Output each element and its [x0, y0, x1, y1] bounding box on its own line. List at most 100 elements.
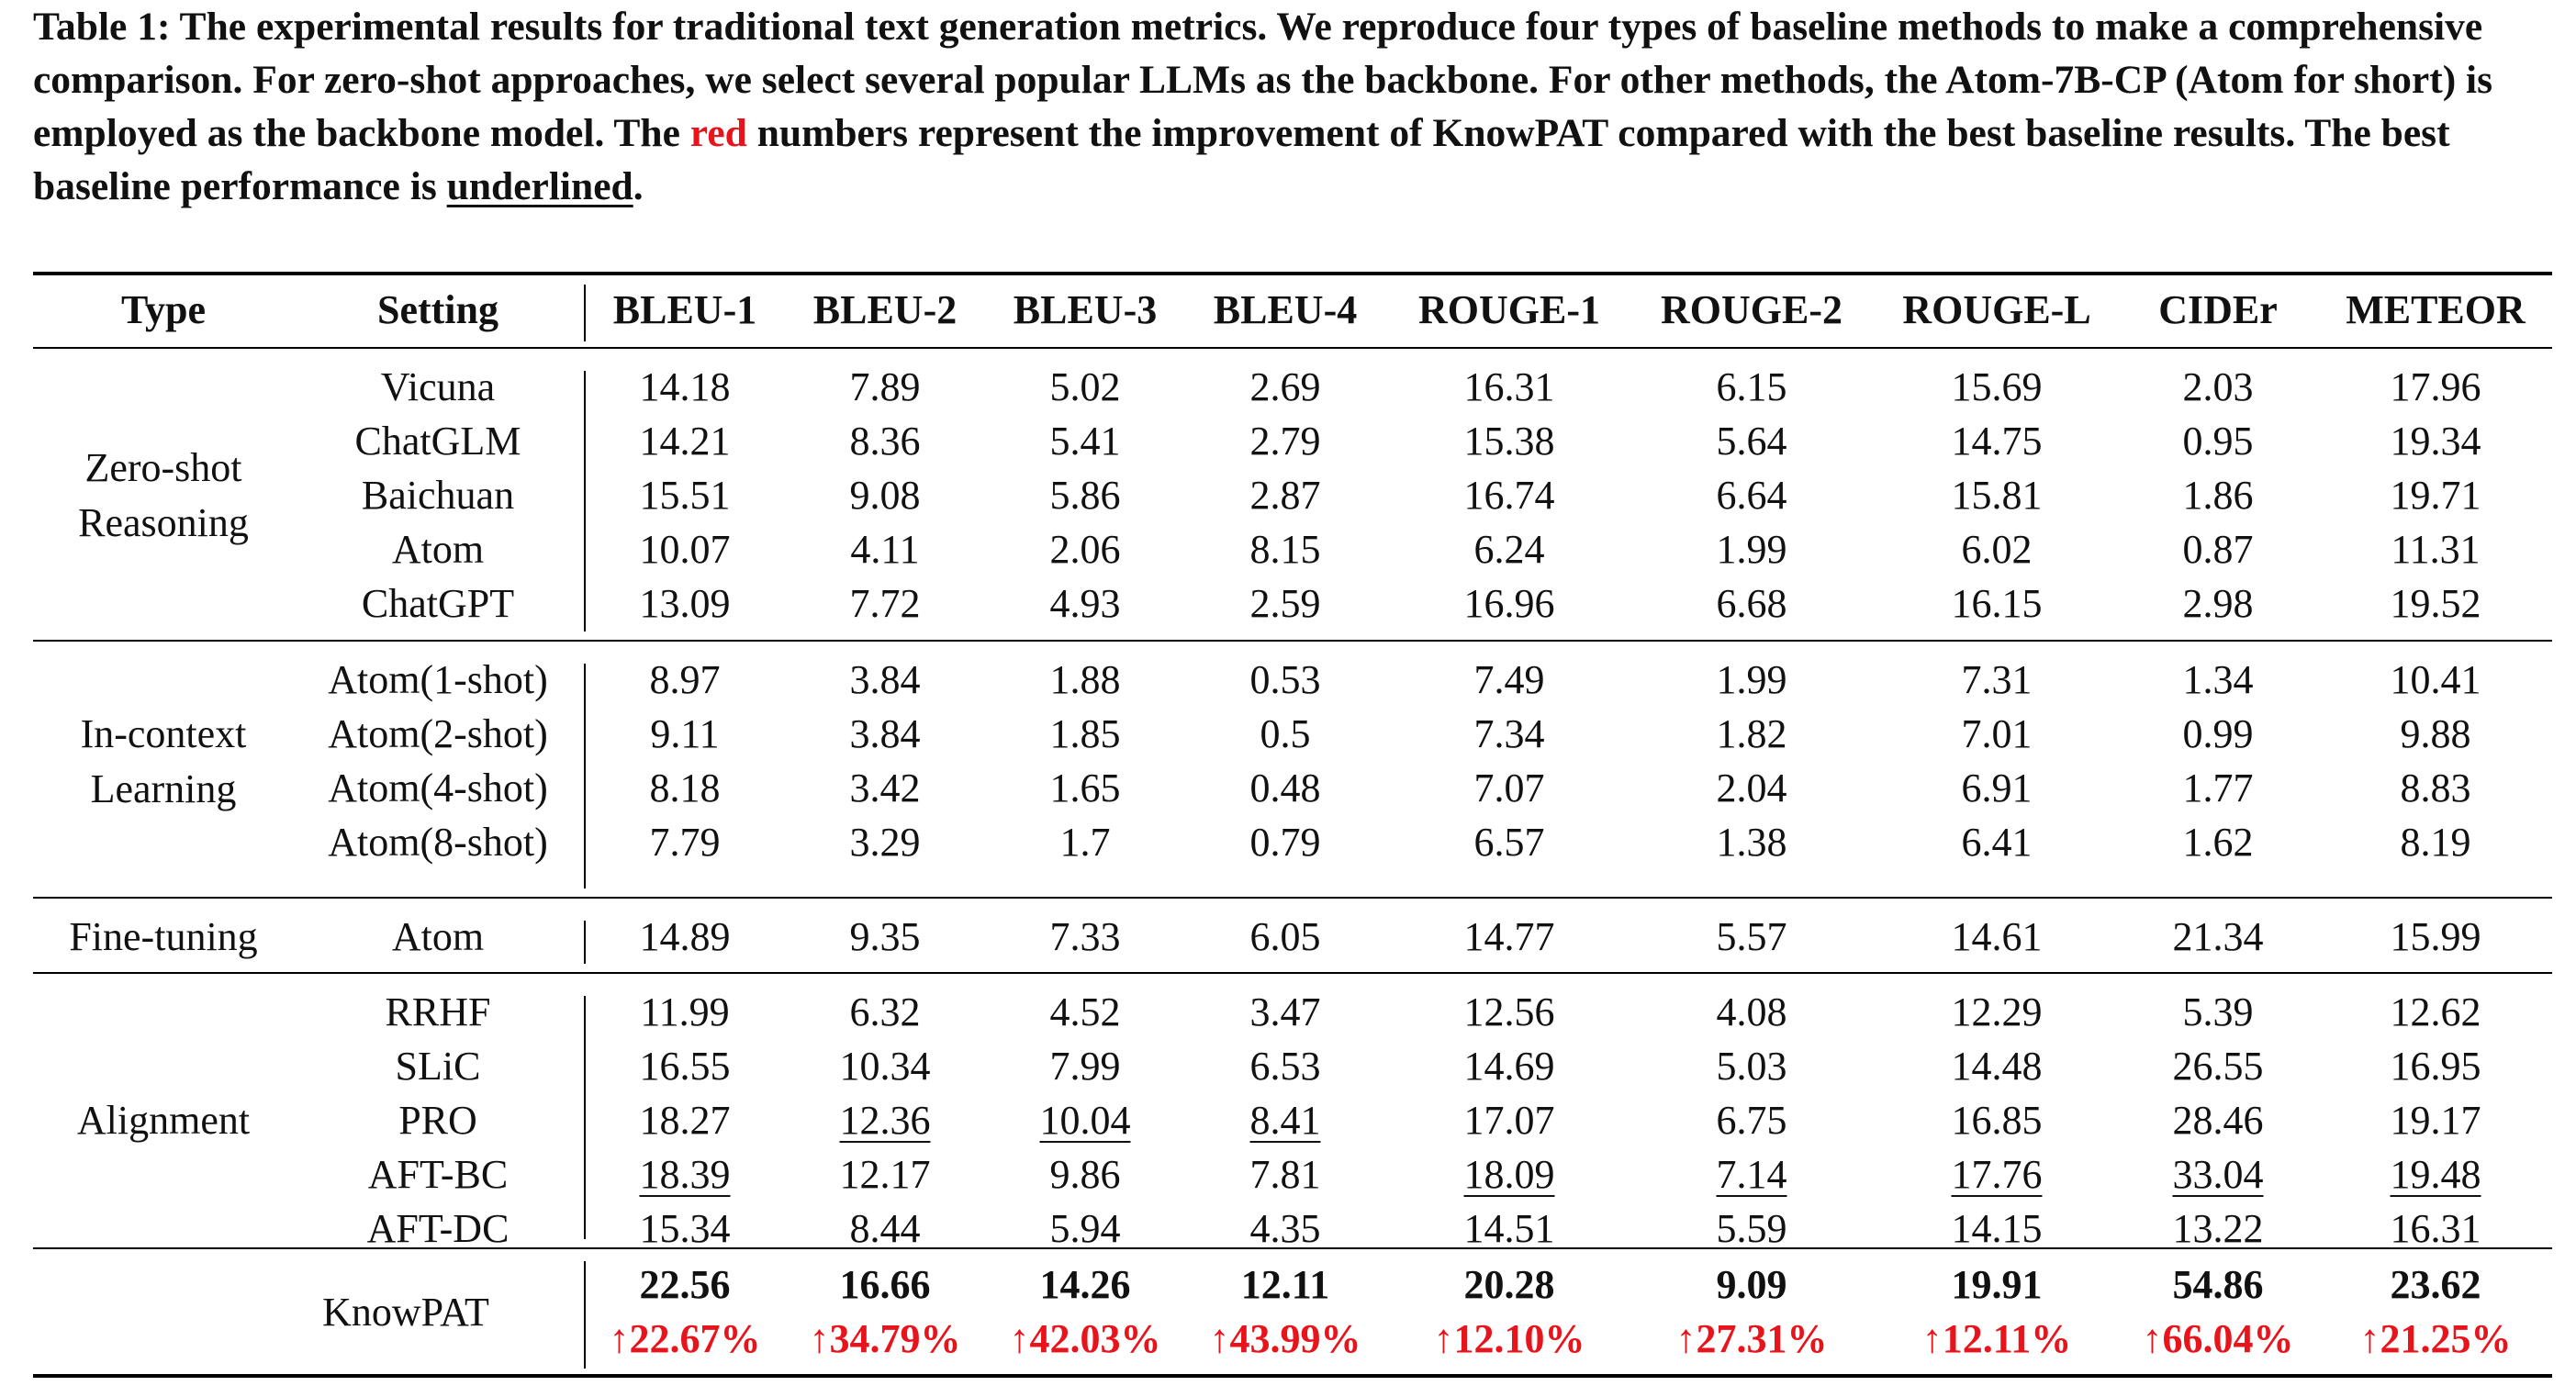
- table-cell: 8.97: [649, 657, 721, 702]
- table-cell: 9.88: [2400, 711, 2471, 756]
- table-cell: 19.52: [2390, 581, 2481, 626]
- knowpat-improvement: ↑27.31%: [1675, 1316, 1828, 1361]
- table-cell: 9.35: [849, 914, 921, 959]
- table-cell: 6.41: [1961, 820, 2033, 865]
- table-cell: 1.85: [1049, 711, 1121, 756]
- table-cell: 4.08: [1716, 989, 1787, 1034]
- table-cell: 7.01: [1961, 711, 2033, 756]
- table-rule: [33, 972, 2552, 974]
- column-divider: [584, 996, 586, 1239]
- table-cell: 5.57: [1716, 914, 1787, 959]
- caption-text-2: numbers represent the improvement of Kno…: [33, 111, 2450, 208]
- table-cell: 2.03: [2182, 364, 2254, 409]
- table-cell: 4.11: [850, 527, 920, 572]
- group-type-label: Zero-shot Reasoning: [78, 445, 249, 545]
- table-cell: 0.95: [2182, 419, 2254, 464]
- column-divider: [584, 1261, 586, 1369]
- table-cell: 6.68: [1716, 581, 1787, 626]
- setting-label: PRO: [398, 1098, 477, 1143]
- table-cell: 4.35: [1249, 1206, 1321, 1251]
- table-cell: 5.86: [1049, 473, 1121, 518]
- table-cell: 5.03: [1716, 1044, 1787, 1089]
- table-cell: 15.51: [639, 473, 731, 518]
- table-cell: 14.15: [1951, 1206, 2043, 1251]
- table-cell: 19.17: [2390, 1098, 2481, 1143]
- setting-label: AFT-BC: [367, 1152, 509, 1197]
- table-cell: 10.04: [1039, 1098, 1131, 1143]
- knowpat-value: 23.62: [2390, 1262, 2481, 1307]
- group-type-label: In-context Learning: [80, 710, 247, 811]
- table-cell: 2.87: [1249, 473, 1321, 518]
- setting-label: SLiC: [395, 1044, 481, 1089]
- table-cell: 12.36: [839, 1098, 931, 1143]
- table-cell: 1.7: [1059, 820, 1111, 865]
- column-header: CIDEr: [2158, 287, 2278, 332]
- table-cell: 5.41: [1049, 419, 1121, 464]
- knowpat-improvement: ↑12.11%: [1921, 1316, 2072, 1361]
- table-cell: 6.53: [1249, 1044, 1321, 1089]
- table-cell: 6.91: [1961, 766, 2033, 810]
- table-cell: 5.64: [1716, 419, 1787, 464]
- table-cell: 8.44: [849, 1206, 921, 1251]
- knowpat-improvement: ↑22.67%: [609, 1316, 761, 1361]
- table-cell: 3.84: [849, 711, 921, 756]
- table-cell: 2.79: [1249, 419, 1321, 464]
- table-cell: 15.34: [639, 1206, 731, 1251]
- table-cell: 16.55: [639, 1044, 731, 1089]
- table-cell: 3.84: [849, 657, 921, 702]
- knowpat-value: 22.56: [639, 1262, 731, 1307]
- column-divider: [584, 921, 586, 964]
- table-cell: 11.31: [2391, 527, 2481, 572]
- knowpat-value: 20.28: [1463, 1262, 1555, 1307]
- table-cell: 6.32: [849, 989, 921, 1034]
- setting-label: ChatGPT: [361, 581, 515, 626]
- setting-label: Atom(1-shot): [328, 657, 548, 702]
- table-cell: 7.49: [1473, 657, 1545, 702]
- table-rule: [33, 640, 2552, 642]
- column-header: BLEU-1: [612, 287, 757, 332]
- column-divider: [584, 371, 586, 631]
- table-cell: 16.95: [2390, 1044, 2481, 1089]
- table-cell: 26.55: [2172, 1044, 2264, 1089]
- table-cell: 10.07: [639, 527, 731, 572]
- setting-label: RRHF: [385, 989, 491, 1034]
- table-cell: 18.09: [1463, 1152, 1555, 1197]
- table-cell: 28.46: [2172, 1098, 2264, 1143]
- table-cell: 7.72: [849, 581, 921, 626]
- table-cell: 6.57: [1473, 820, 1545, 865]
- column-header: METEOR: [2346, 287, 2526, 332]
- table-cell: 1.99: [1716, 657, 1787, 702]
- table-cell: 15.69: [1951, 364, 2043, 409]
- table-cell: 14.75: [1951, 419, 2043, 464]
- table-cell: 5.02: [1049, 364, 1121, 409]
- table-cell: 14.18: [639, 364, 731, 409]
- knowpat-improvement: ↑21.25%: [2359, 1316, 2512, 1361]
- knowpat-value: 9.09: [1716, 1262, 1787, 1307]
- table-cell: 1.62: [2182, 820, 2254, 865]
- knowpat-label: KnowPAT: [322, 1290, 489, 1335]
- setting-label: Atom: [391, 914, 485, 959]
- table-cell: 14.21: [639, 419, 731, 464]
- table-cell: 14.89: [639, 914, 731, 959]
- table-cell: 8.19: [2400, 820, 2471, 865]
- table-cell: 3.42: [849, 766, 921, 810]
- table-cell: 12.56: [1463, 989, 1555, 1034]
- table-cell: 1.82: [1716, 711, 1787, 756]
- table-cell: 21.34: [2172, 914, 2264, 959]
- table-cell: 15.81: [1951, 473, 2043, 518]
- table-cell: 14.61: [1951, 914, 2043, 959]
- table-cell: 12.62: [2390, 989, 2481, 1034]
- table-cell: 1.34: [2182, 657, 2254, 702]
- table-cell: 2.06: [1049, 527, 1121, 572]
- table-cell: 16.31: [1463, 364, 1555, 409]
- table-cell: 7.07: [1473, 766, 1545, 810]
- table-cell: 16.31: [2390, 1206, 2481, 1251]
- table-cell: 4.52: [1049, 989, 1121, 1034]
- table-cell: 10.41: [2390, 657, 2481, 702]
- table-cell: 19.34: [2390, 419, 2481, 464]
- table-cell: 7.31: [1961, 657, 2033, 702]
- column-divider: [584, 285, 586, 341]
- table-rule: [33, 347, 2552, 349]
- table-cell: 6.24: [1473, 527, 1545, 572]
- setting-label: Atom(2-shot): [328, 711, 548, 756]
